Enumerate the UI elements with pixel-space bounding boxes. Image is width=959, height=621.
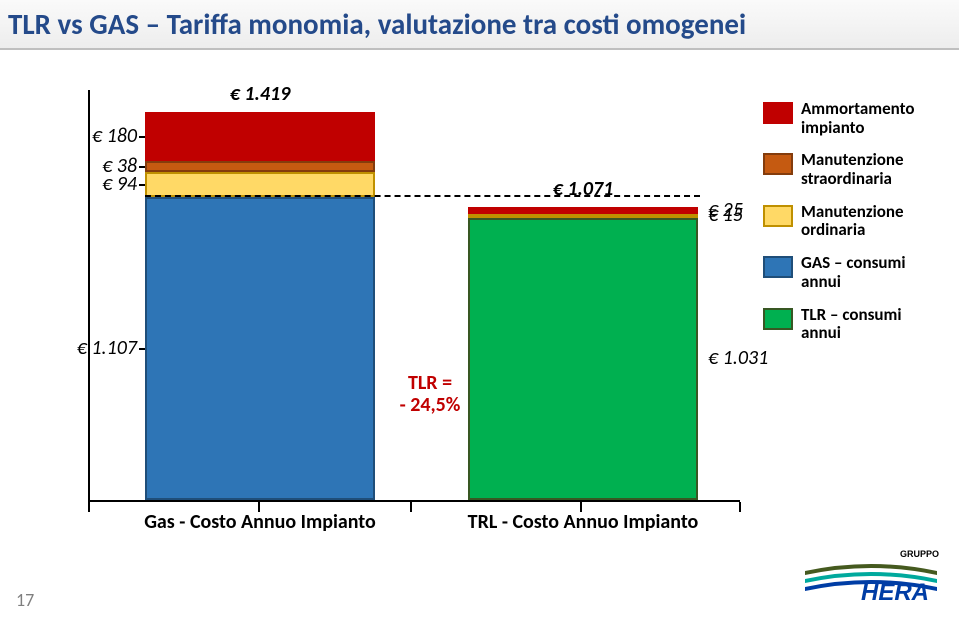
tlr-line1: TLR = — [408, 371, 452, 395]
value-label: € 25 — [708, 198, 743, 222]
hera-logo: GRUPPO HERA — [801, 547, 941, 603]
segment-manut_straord — [145, 161, 375, 171]
value-label: € 38 — [102, 154, 137, 178]
legend-label: GAS – consumi annui — [801, 254, 941, 291]
segment-manut_ord — [145, 172, 375, 198]
segment-ammortamento — [145, 112, 375, 161]
leader-line — [139, 348, 145, 350]
legend-label: Ammortamento impianto — [801, 100, 941, 137]
tick — [88, 502, 90, 512]
category-label-trl: TRL - Costo Annuo Impianto — [423, 510, 743, 534]
segment-tlr — [468, 218, 698, 500]
legend-label: Manutenzione ordinaria — [801, 203, 941, 240]
bar-total-trl: € 1.071 — [523, 177, 643, 201]
leader-line — [139, 166, 145, 168]
x-axis — [88, 500, 740, 502]
logo-gruppo: GRUPPO — [900, 549, 939, 559]
tlr-line2: - 24,5% — [400, 393, 461, 417]
segment-gas — [145, 197, 375, 500]
segment-ammortamento — [468, 207, 698, 214]
page-number: 17 — [16, 589, 34, 611]
value-label: € 1.031 — [708, 346, 768, 370]
segment-manut_ord — [468, 214, 698, 218]
legend-swatch — [763, 256, 793, 278]
legend-swatch — [763, 153, 793, 175]
legend-label: Manutenzione straordinaria — [801, 151, 941, 188]
legend-swatch — [763, 308, 793, 330]
category-label-gas: Gas - Costo Annuo Impianto — [100, 510, 420, 534]
bar-total-gas: € 1.419 — [200, 82, 320, 106]
slide-title: TLR vs GAS – Tariffa monomia, valutazion… — [8, 6, 746, 42]
tlr-delta-label: TLR = - 24,5% — [390, 372, 470, 416]
legend-label: TLR – consumi annui — [801, 306, 941, 343]
chart: € 1.419 € 1.071 Gas - Costo Annuo Impian… — [40, 90, 740, 530]
legend-item: TLR – consumi annui — [763, 306, 941, 343]
legend-item: Ammortamento impianto — [763, 100, 941, 137]
value-label: € 180 — [92, 124, 137, 148]
slide-title-bar: TLR vs GAS – Tariffa monomia, valutazion… — [0, 0, 959, 50]
leader-line — [139, 136, 145, 138]
legend-item: Manutenzione ordinaria — [763, 203, 941, 240]
reference-line — [145, 195, 700, 197]
logo-hera: HERA — [861, 579, 929, 603]
legend-swatch — [763, 205, 793, 227]
legend-swatch — [763, 102, 793, 124]
y-axis — [88, 90, 90, 502]
legend: Ammortamento impianto Manutenzione straor… — [763, 100, 941, 357]
leader-line — [139, 184, 145, 186]
value-label: € 1.107 — [77, 336, 137, 360]
legend-item: GAS – consumi annui — [763, 254, 941, 291]
legend-item: Manutenzione straordinaria — [763, 151, 941, 188]
